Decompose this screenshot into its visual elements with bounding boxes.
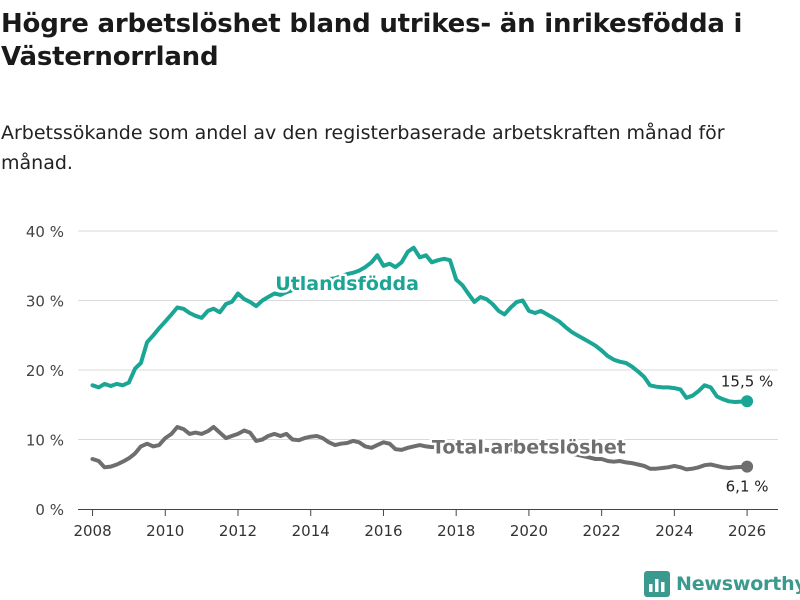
page-subtitle: Arbetssökande som andel av den registerb… xyxy=(1,122,725,174)
x-tick-label: 2012 xyxy=(219,522,257,540)
grid-lines xyxy=(78,230,778,440)
x-tick-label: 2010 xyxy=(146,522,184,540)
x-tick-label: 2008 xyxy=(73,522,111,540)
newsworthy-logo[interactable]: Newsworthy xyxy=(644,568,800,600)
axes: 0 % 10 % 20 % 30 % 40 % 2008 2010 2012 2014 2016 2… xyxy=(26,223,778,540)
end-point-marker xyxy=(741,460,754,473)
x-tick-label: 2024 xyxy=(655,522,693,540)
series-lines xyxy=(90,245,750,472)
series-label: Utlandsfödda xyxy=(275,273,419,295)
x-tick-label: 2014 xyxy=(292,522,330,540)
brand-name: Newsworthy xyxy=(676,573,800,595)
y-tick-label: 20 % xyxy=(26,362,64,380)
x-tick-label: 2026 xyxy=(728,522,766,540)
page-title: Högre arbetslöshet bland utrikes- än inr… xyxy=(1,9,743,72)
y-tick-label: 0 % xyxy=(35,501,64,519)
y-tick-label: 40 % xyxy=(26,223,64,241)
x-tick-label: 2022 xyxy=(583,522,621,540)
end-value-label: 15,5 % xyxy=(721,372,773,390)
end-value-label: 6,1 % xyxy=(726,478,769,496)
y-tick-label: 10 % xyxy=(26,432,64,450)
x-tick-label: 2016 xyxy=(364,522,402,540)
end-point-marker xyxy=(741,395,754,408)
series-label: Total arbetslöshet xyxy=(432,436,626,458)
series-line-utlandsfödda xyxy=(90,245,750,404)
annotations: Utlandsfödda Total arbetslöshet 15,5 % 6,1 … xyxy=(273,271,776,498)
y-tick-label: 30 % xyxy=(26,293,64,311)
bar-chart-logo-icon xyxy=(644,571,670,597)
x-tick-label: 2020 xyxy=(510,522,548,540)
series-line-total-arbetslöshet xyxy=(90,425,750,472)
x-tick-label: 2018 xyxy=(437,522,475,540)
